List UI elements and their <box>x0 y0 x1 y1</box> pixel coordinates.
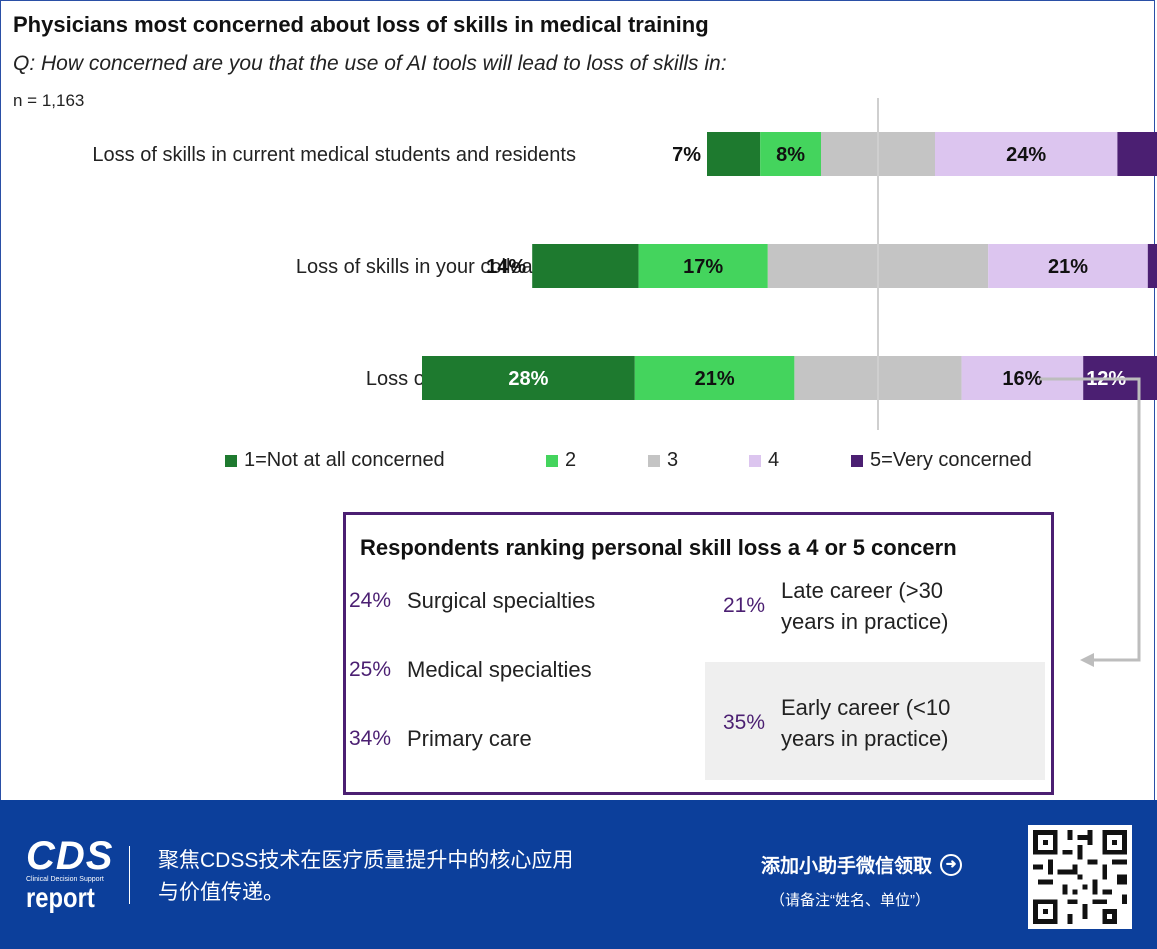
data-label: 21% <box>695 368 735 390</box>
stat-pct: 21% <box>722 594 765 617</box>
stat-label-line1: Early career (<10 <box>781 695 951 720</box>
stat-label-line2: years in practice) <box>781 726 949 751</box>
legend-swatch-1 <box>225 454 237 467</box>
legend-label-4: 4 <box>768 449 780 471</box>
bar-segment <box>638 244 768 288</box>
bar-segment <box>707 132 761 176</box>
data-label: 28% <box>508 368 548 390</box>
chart-legend: 1=Not at all concerned 2 3 4 5=Very conc… <box>0 449 1157 475</box>
stat-pct: 35% <box>722 711 765 734</box>
legend-item-2: 2 <box>546 449 576 472</box>
stat-late-career: 21% Late career (>30 years in practice) <box>699 575 949 637</box>
survey-question: Q: How concerned are you that the use of… <box>13 52 727 75</box>
legend-swatch-3 <box>648 454 660 467</box>
stat-label: Medical specialties <box>407 657 592 682</box>
legend-label-5: 5=Very concerned <box>870 449 1032 471</box>
chart-title: Physicians most concerned about loss of … <box>13 12 709 37</box>
footer-tagline-line1: 聚焦CDSS技术在医疗质量提升中的核心应用 <box>158 849 574 872</box>
category-label: Loss of skills in current medical studen… <box>92 144 576 166</box>
logo-report: report <box>26 882 95 913</box>
legend-item-1: 1=Not at all concerned <box>225 449 445 472</box>
sample-size: n = 1,163 <box>13 91 85 110</box>
arrow-head-icon <box>1080 653 1094 667</box>
bar-segment <box>1117 132 1157 176</box>
bar-segment <box>760 132 821 176</box>
legend-item-5: 5=Very concerned <box>851 449 1032 472</box>
stat-early-career: 35% Early career (<10 years in practice) <box>699 692 950 754</box>
callout-title: Respondents ranking personal skill loss … <box>360 535 957 560</box>
connector-line <box>1040 377 1141 662</box>
data-label: 16% <box>1002 368 1042 390</box>
category-label: Loss of skills in your colleagues <box>296 256 576 278</box>
bar-segment <box>988 244 1148 288</box>
stat-pct: 25% <box>348 657 391 681</box>
arrow-right-circle-icon: ➜ <box>940 853 963 876</box>
legend-label-2: 2 <box>565 449 577 471</box>
legend-item-3: 3 <box>648 449 678 472</box>
stat-label: Surgical specialties <box>407 588 596 613</box>
stat-medical: 25% Medical specialties <box>325 654 592 685</box>
data-label: 17% <box>683 256 723 278</box>
footer-tagline-line2: 与价值传递。 <box>158 881 284 904</box>
stat-primary-care: 34% Primary care <box>325 723 532 754</box>
data-label: 7% <box>672 144 701 166</box>
data-label: 21% <box>1048 256 1088 278</box>
bar-segment <box>422 356 635 400</box>
data-label: 24% <box>1006 144 1046 166</box>
legend-swatch-4 <box>749 454 761 467</box>
footer-divider <box>129 846 130 904</box>
qr-code-icon[interactable] <box>1028 825 1132 929</box>
data-label: 8% <box>776 144 805 166</box>
bar-segment <box>1147 244 1157 288</box>
callout-box: Respondents ranking personal skill loss … <box>343 512 1054 795</box>
logo-cds: CDS <box>26 834 114 878</box>
stat-label: Late career (>30 years in practice) <box>781 575 949 637</box>
footer-note: （请备注“姓名、单位”） <box>770 892 930 909</box>
legend-item-4: 4 <box>749 449 779 472</box>
stat-label: Primary care <box>407 726 532 751</box>
stat-surgical: 24% Surgical specialties <box>325 585 595 616</box>
data-label: 14% <box>486 256 526 278</box>
footer-banner: CDS Clinical Decision Support report 聚焦C… <box>0 800 1157 949</box>
wechat-cta[interactable]: 添加小助手微信领取 ➜ <box>761 851 963 878</box>
stat-pct: 34% <box>348 726 391 750</box>
bar-segment <box>532 244 639 288</box>
legend-label-1: 1=Not at all concerned <box>244 449 445 471</box>
stacked-bar-chart: Loss of skills in current medical studen… <box>92 98 1157 430</box>
bar-segment <box>935 132 1118 176</box>
logo-subtitle: Clinical Decision Support <box>26 876 104 883</box>
legend-swatch-2 <box>546 454 558 467</box>
stat-label-line1: Late career (>30 <box>781 578 944 603</box>
stat-label: Early career (<10 years in practice) <box>781 692 950 754</box>
bar-segment <box>634 356 795 400</box>
stat-pct: 24% <box>348 588 391 612</box>
highlight-shade <box>705 662 1045 780</box>
stat-label-line2: years in practice) <box>781 609 949 634</box>
callout-arrow <box>1040 377 1141 667</box>
wechat-cta-label: 添加小助手微信领取 <box>761 855 933 877</box>
legend-label-3: 3 <box>667 449 679 471</box>
legend-swatch-5 <box>851 454 863 467</box>
